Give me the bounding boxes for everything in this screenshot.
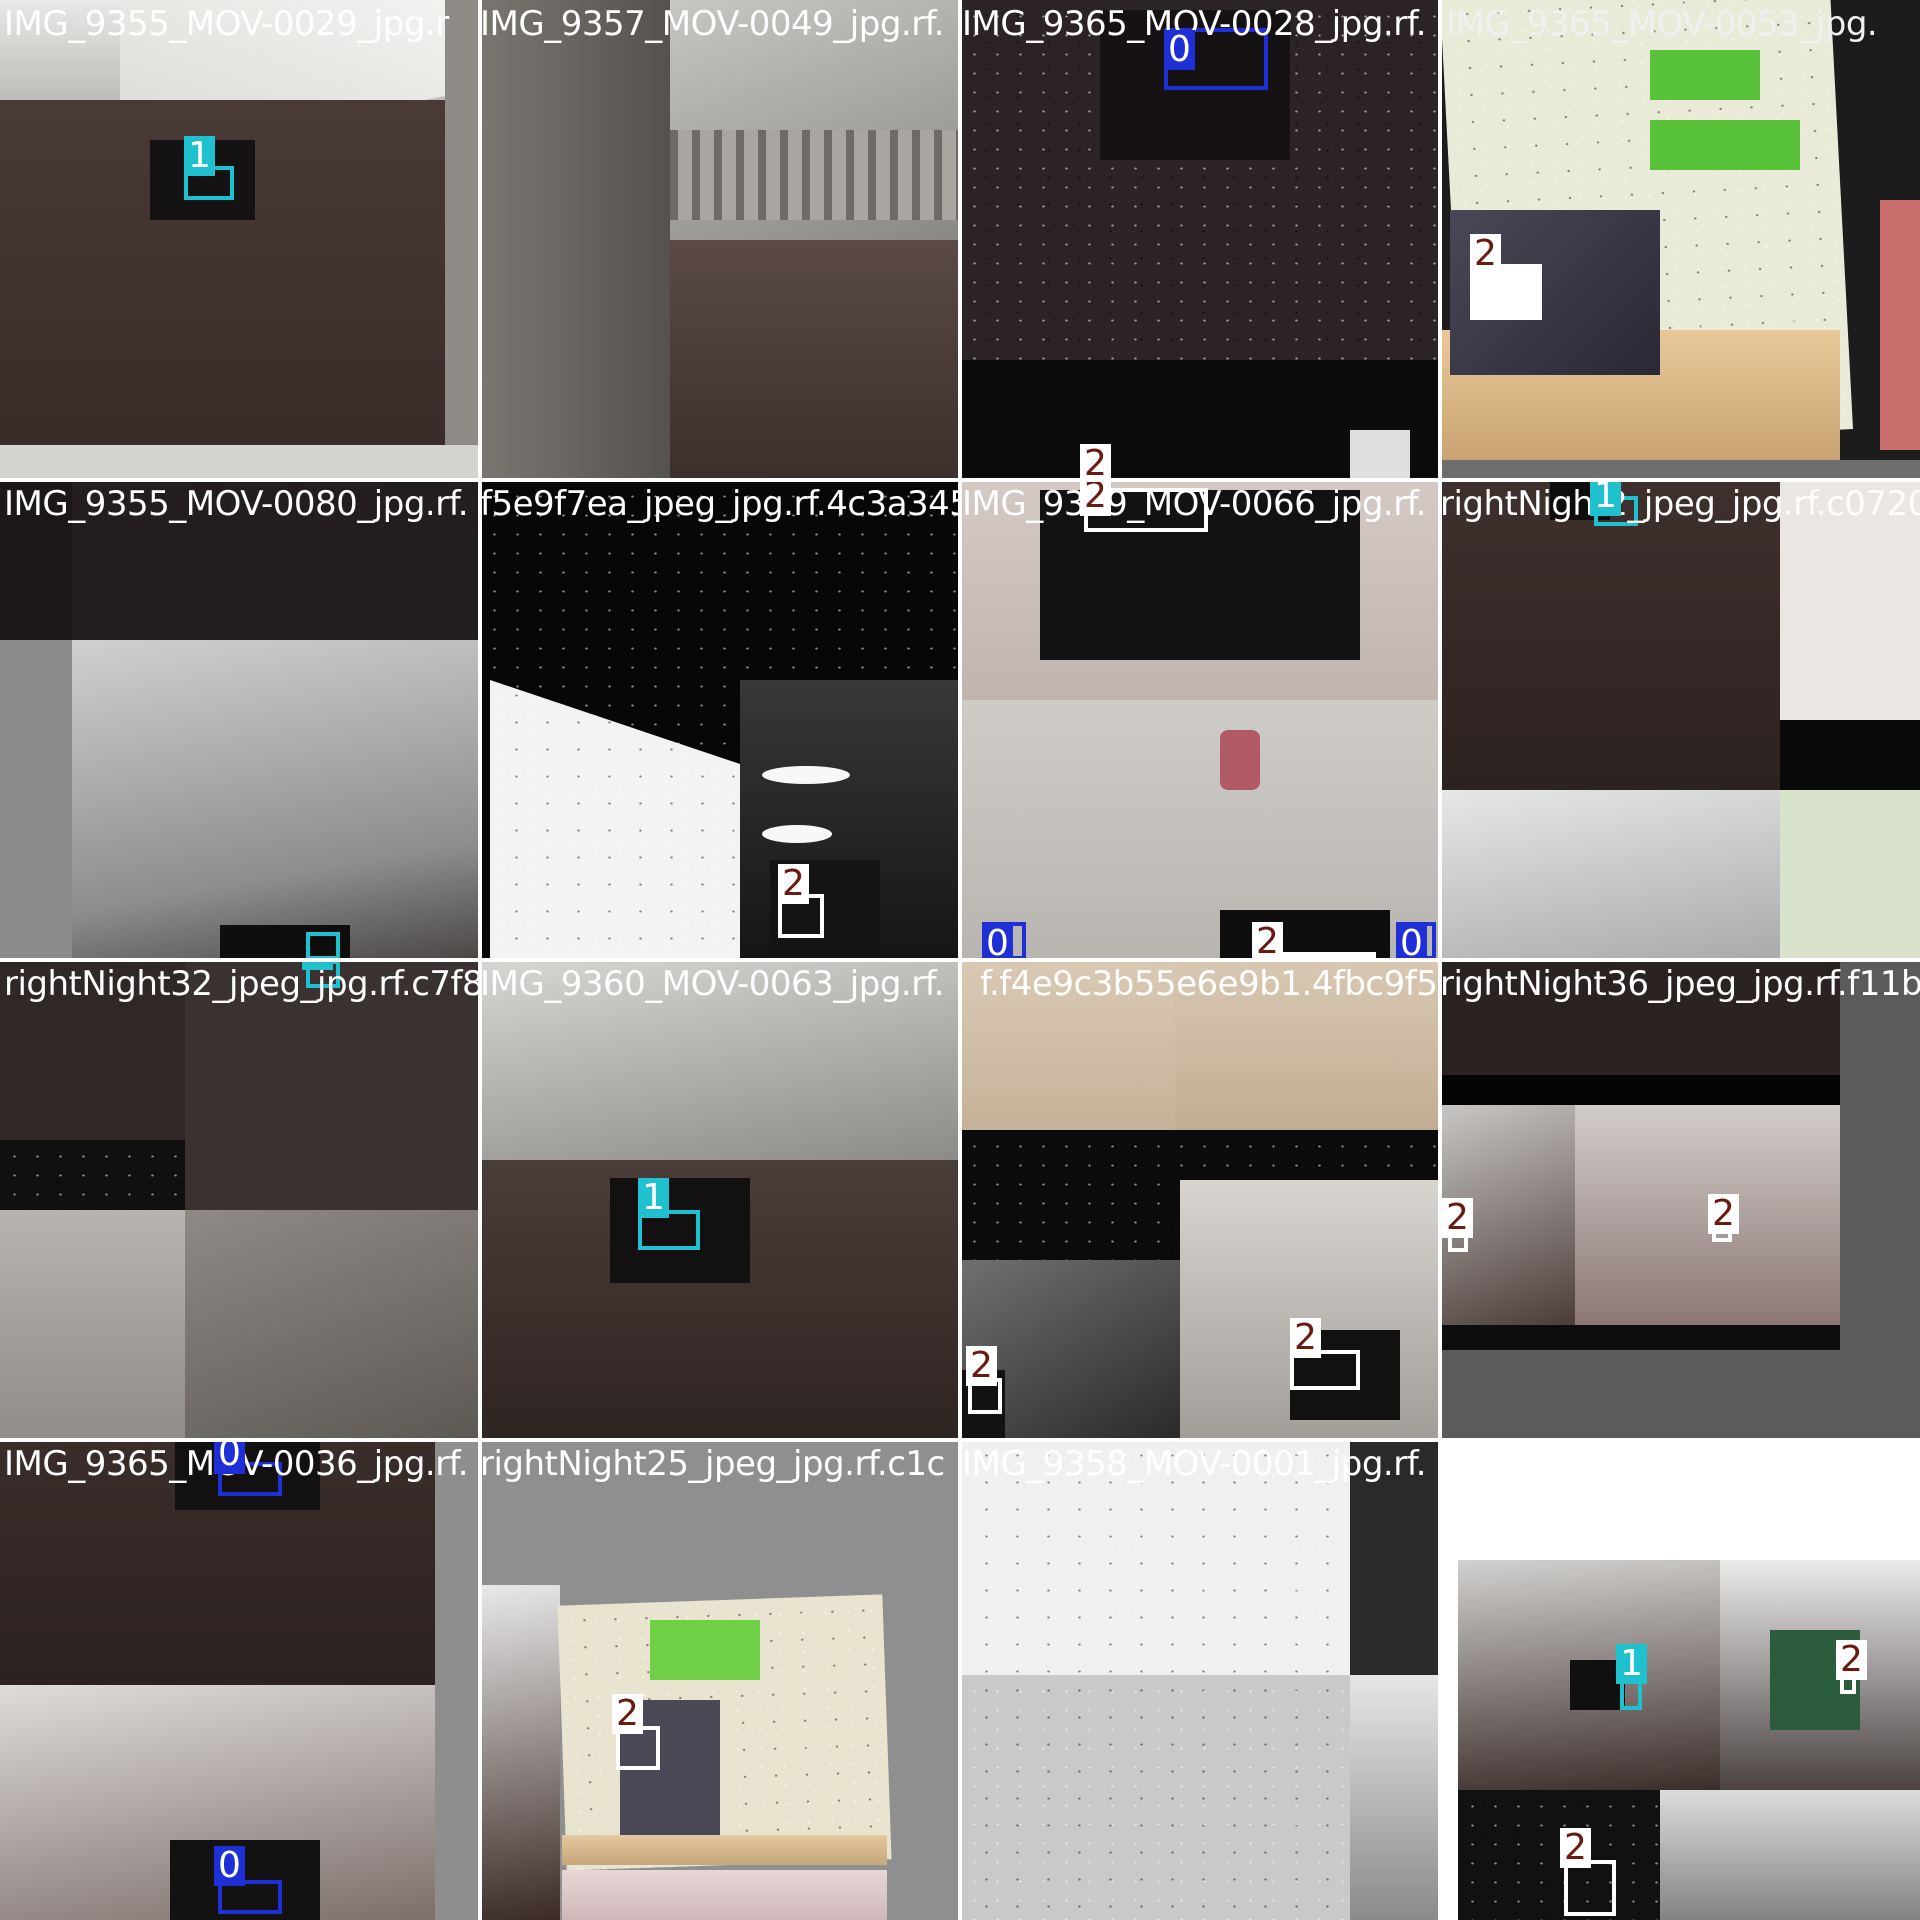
- tile-filename: rightNight18_jpeg_jpg.rf.a93: [1440, 1444, 1910, 1484]
- tile-2: IMG_9357_MOV-0049_jpg.rf.: [480, 0, 960, 480]
- detection-box-class-1: [638, 1210, 700, 1250]
- detection-label: 0: [982, 924, 1013, 960]
- tile-filename: rightNight32_jpeg_jpg.rf.c7f8: [4, 964, 480, 1004]
- tile-filename: f5e9f7ea_jpeg_jpg.rf.4c3a345a392: [480, 484, 960, 524]
- tile-filename: IMG_9355_MOV-0080_jpg.rf.: [4, 484, 469, 524]
- tile-9: 1 rightNight32_jpeg_jpg.rf.c7f8: [0, 960, 480, 1440]
- detection-label: 2: [1442, 1198, 1473, 1238]
- tile-5: 1 IMG_9355_MOV-0080_jpg.rf.: [0, 480, 480, 960]
- detection-label: 0: [1396, 924, 1427, 960]
- tile-filename: rightNight36_jpeg_jpg.rf.f11b0c475: [1440, 964, 1920, 1004]
- detection-box-class-2: [1290, 1350, 1360, 1390]
- tile-filename: f.f4e9c3b55e6e9b1.4fbc9f5af1e8f2: [980, 964, 1440, 1004]
- tile-14: 2 rightNight25_jpeg_jpg.rf.c1c: [480, 1440, 960, 1920]
- tile-filename: IMG_9360_MOV-0063_jpg.rf.: [480, 964, 945, 1004]
- detection-label: 2: [966, 1346, 997, 1386]
- tile-7: 2 0 0 2 IMG_9359_MOV-0066_jpg.rf.: [960, 480, 1440, 960]
- detection-label: 2: [1290, 1318, 1321, 1358]
- tile-10: 1 IMG_9360_MOV-0063_jpg.rf.: [480, 960, 960, 1440]
- detection-label: 2: [1252, 922, 1283, 960]
- grid-divider: [0, 1438, 1920, 1442]
- detection-label: 2: [1560, 1828, 1591, 1868]
- tile-filename: rightNight2_jpeg_jpg.rf.c0720fe1: [1440, 484, 1920, 524]
- tile-16: 1 2 2 rightNight18_jpeg_jpg.rf.a93: [1440, 1440, 1920, 1920]
- grid-divider: [0, 478, 1920, 482]
- tile-filename: IMG_9359_MOV-0066_jpg.rf.: [962, 484, 1427, 524]
- detection-label: 1: [1616, 1644, 1647, 1684]
- detection-box-class-0: [218, 1462, 282, 1496]
- detection-label: 1: [184, 136, 215, 176]
- detection-label: 0: [214, 1846, 245, 1886]
- detection-box-class-2: [1564, 1860, 1616, 1916]
- tile-filename: IMG_9357_MOV-0049_jpg.rf.: [480, 4, 945, 44]
- tile-filename: IMG_9355_MOV-0029_jpg.r: [4, 4, 449, 44]
- tile-4: 2 IMG_9365_MOV-0053_jpg.: [1440, 0, 1920, 480]
- tile-11: 2 2 f.f4e9c3b55e6e9b1.4fbc9f5af1e8f2: [960, 960, 1440, 1440]
- tile-3: 0 2 IMG_9365_MOV-0028_jpg.rf.: [960, 0, 1440, 480]
- tile-1: 1 IMG_9355_MOV-0029_jpg.r: [0, 0, 480, 480]
- detection-label: 0: [1164, 30, 1195, 70]
- grid-divider: [0, 958, 1920, 962]
- detection-box-class-0: [218, 1880, 282, 1914]
- detection-label: 2: [1080, 480, 1111, 516]
- tile-15: IMG_9358_MOV-0001_jpg.rf.: [960, 1440, 1440, 1920]
- tile-8: 1 rightNight2_jpeg_jpg.rf.c0720fe1: [1440, 480, 1920, 960]
- detection-label: 2: [1708, 1194, 1739, 1234]
- tile-6: 2 f5e9f7ea_jpeg_jpg.rf.4c3a345a392: [480, 480, 960, 960]
- tile-filename: rightNight25_jpeg_jpg.rf.c1c: [480, 1444, 945, 1484]
- detection-label: 2: [612, 1694, 643, 1734]
- tile-12: 2 2 rightNight36_jpeg_jpg.rf.f11b0c475: [1440, 960, 1920, 1440]
- detection-label: 2: [1836, 1640, 1867, 1680]
- detection-label: 1: [1590, 480, 1621, 516]
- tile-filename: IMG_9365_MOV-0053_jpg.: [1446, 4, 1878, 44]
- tile-filename: IMG_9358_MOV-0001_jpg.rf.: [962, 1444, 1427, 1484]
- detection-box-class-1: [306, 932, 340, 960]
- detection-label: 2: [778, 864, 809, 904]
- detection-label: 1: [302, 960, 333, 970]
- tile-13: 0 0 IMG_9365_MOV-0036_jpg.rf.: [0, 1440, 480, 1920]
- detection-label: 1: [638, 1178, 669, 1218]
- detection-label: 0: [214, 1440, 245, 1474]
- detection-label: 2: [1470, 234, 1501, 274]
- detection-label: 2: [1080, 444, 1111, 480]
